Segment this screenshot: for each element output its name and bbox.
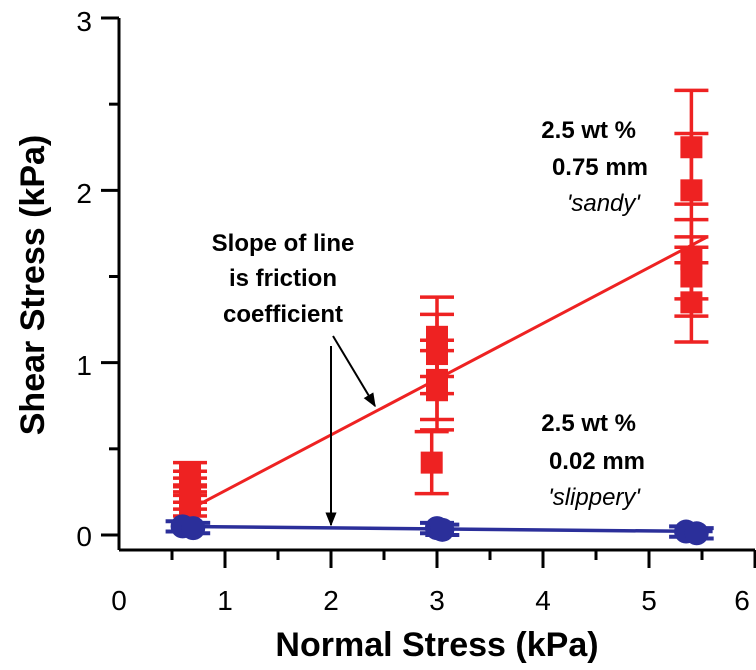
data-markers [170, 136, 709, 546]
x-tick-label-0: 0 [111, 585, 127, 616]
data-point [430, 517, 455, 542]
y-tick-label-1: 1 [76, 350, 92, 381]
slope-note-line-1: Slope of line [212, 230, 355, 257]
x-axis-title: Normal Stress (kPa) [275, 626, 598, 664]
x-tick-label-3: 3 [429, 585, 445, 616]
y-tick-label-3: 3 [76, 6, 92, 37]
x-tick-label-5: 5 [641, 585, 657, 616]
data-point [420, 451, 443, 474]
data-point [684, 521, 709, 546]
data-point [426, 325, 448, 348]
x-tick-labels: 0 1 2 3 4 5 6 [111, 585, 750, 616]
sandy-size-label: 0.75 mm [552, 154, 648, 181]
x-tick-label-4: 4 [535, 585, 551, 616]
fit-line [189, 235, 708, 511]
annotation-slope: Slope of line is friction coefficient [212, 230, 355, 328]
data-point [426, 343, 448, 366]
y-axis-title: Shear Stress (kPa) [14, 135, 52, 436]
data-point [680, 265, 703, 288]
slope-note-line-3: coefficient [223, 301, 343, 328]
y-tick-label-2: 2 [76, 178, 92, 209]
data-point [179, 492, 202, 515]
data-point [181, 516, 206, 541]
annotation-arrows [325, 335, 376, 527]
data-point [680, 136, 703, 159]
data-point [680, 179, 703, 202]
annotation-slippery: 2.5 wt % 0.02 mm 'slippery' [541, 410, 645, 511]
x-tick-label-1: 1 [217, 585, 233, 616]
sandy-concentration-label: 2.5 wt % [541, 117, 636, 144]
slippery-size-label: 0.02 mm [549, 448, 645, 475]
annotation-sandy: 2.5 wt % 0.75 mm 'sandy' [541, 117, 648, 217]
arrow-to-sandy-fit [332, 335, 376, 408]
slippery-type-label: 'slippery' [548, 484, 641, 511]
slope-note-line-2: is friction [229, 265, 337, 292]
sandy-type-label: 'sandy' [567, 190, 642, 217]
x-tick-label-6: 6 [734, 585, 750, 616]
data-point [680, 248, 703, 271]
y-tick-label-0: 0 [76, 521, 92, 552]
x-tick-label-2: 2 [323, 585, 339, 616]
slippery-concentration-label: 2.5 wt % [541, 410, 636, 437]
axes [101, 16, 756, 568]
data-point [426, 379, 448, 402]
y-tick-labels: 0 1 2 3 [76, 6, 92, 552]
data-point [680, 291, 703, 314]
